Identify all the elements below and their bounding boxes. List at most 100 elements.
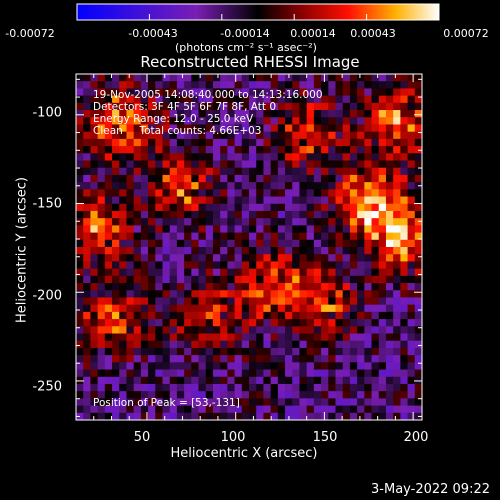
heatmap-cell	[212, 362, 221, 370]
heatmap-cell	[249, 203, 257, 212]
heatmap-cell	[306, 275, 315, 284]
heatmap-cell	[414, 261, 423, 270]
heatmap-cell	[83, 290, 91, 298]
heatmap-cell	[83, 95, 91, 104]
heatmap-cell	[104, 117, 113, 125]
heatmap-cell	[133, 333, 142, 342]
heatmap-cell	[133, 182, 142, 190]
heatmap-cell	[76, 319, 84, 327]
heatmap-cell	[76, 81, 84, 89]
heatmap-cell	[277, 376, 286, 385]
heatmap-cell	[97, 398, 106, 406]
heatmap-cell	[83, 117, 91, 125]
heatmap-cell	[119, 391, 127, 399]
heatmap-cell	[371, 340, 380, 349]
heatmap-cell	[385, 210, 394, 219]
heatmap-cell	[342, 131, 351, 140]
heatmap-cell	[90, 124, 99, 133]
heatmap-cell	[270, 196, 279, 205]
heatmap-cell	[364, 247, 372, 255]
heatmap-cell	[299, 117, 308, 125]
heatmap-cell	[313, 95, 322, 104]
heatmap-cell	[357, 110, 365, 118]
heatmap-cell	[119, 398, 127, 406]
heatmap-cell	[140, 167, 149, 176]
heatmap-cell	[76, 268, 84, 277]
heatmap-cell	[263, 81, 272, 89]
heatmap-cell	[277, 131, 286, 140]
colorbar-tick-label: -0.00043	[128, 27, 178, 40]
heatmap-cell	[133, 304, 142, 313]
heatmap-cell	[176, 196, 185, 205]
heatmap-cell	[220, 261, 228, 270]
heatmap-cell	[313, 326, 322, 334]
heatmap-cell	[400, 376, 408, 385]
heatmap-cell	[133, 268, 142, 277]
heatmap-cell	[328, 254, 336, 262]
heatmap-cell	[256, 153, 264, 161]
heatmap-cell	[169, 247, 178, 255]
heatmap-cell	[76, 297, 84, 306]
heatmap-cell	[90, 369, 99, 378]
heatmap-cell	[321, 398, 329, 406]
heatmap-cell	[277, 160, 286, 169]
heatmap-cell	[227, 167, 235, 176]
heatmap-cell	[407, 297, 416, 306]
heatmap-cell	[126, 391, 135, 399]
heatmap-cell	[364, 391, 372, 399]
heatmap-cell	[407, 311, 416, 320]
heatmap-cell	[198, 74, 207, 82]
heatmap-cell	[378, 182, 387, 190]
y-tick-label: -250	[32, 379, 62, 395]
heatmap-cell	[342, 376, 351, 385]
heatmap-cell	[234, 412, 243, 421]
heatmap-cell	[220, 117, 228, 125]
heatmap-cell	[198, 160, 207, 169]
heatmap-cell	[285, 275, 293, 284]
heatmap-cell	[104, 311, 113, 320]
heatmap-cell	[227, 81, 235, 89]
heatmap-cell	[169, 340, 178, 349]
heatmap-cell	[220, 138, 228, 147]
heatmap-cell	[90, 110, 99, 118]
heatmap-cell	[378, 268, 387, 277]
heatmap-cell	[205, 376, 214, 385]
heatmap-cell	[400, 275, 408, 284]
heatmap-cell	[90, 254, 99, 262]
heatmap-cell	[256, 189, 264, 197]
annotation-energy-range: Energy Range: 12.0 - 25.0 keV	[93, 113, 254, 125]
heatmap-cell	[263, 247, 272, 255]
heatmap-cell	[241, 124, 250, 133]
heatmap-cell	[357, 355, 365, 363]
heatmap-cell	[234, 81, 243, 89]
heatmap-cell	[299, 254, 308, 262]
heatmap-cell	[212, 95, 221, 104]
heatmap-cell	[385, 362, 394, 370]
heatmap-cell	[306, 376, 315, 385]
heatmap-cell	[119, 124, 127, 133]
heatmap-cell	[191, 355, 199, 363]
heatmap-cell	[191, 391, 199, 399]
heatmap-cell	[249, 146, 257, 154]
heatmap-cell	[349, 391, 358, 399]
heatmap-cell	[385, 340, 394, 349]
heatmap-cell	[285, 391, 293, 399]
heatmap-cell	[227, 225, 235, 233]
heatmap-cell	[112, 117, 120, 125]
heatmap-cell	[270, 218, 279, 226]
heatmap-cell	[83, 311, 91, 320]
heatmap-cell	[378, 412, 387, 421]
annotation-time-range: 19-Nov-2005 14:08:40.000 to 14:13:16.000	[93, 89, 323, 101]
heatmap-cell	[148, 340, 156, 349]
y-tick-label: -200	[32, 288, 62, 304]
heatmap-cell	[299, 347, 308, 356]
heatmap-cell	[364, 95, 372, 104]
heatmap-cell	[227, 319, 235, 327]
heatmap-cell	[270, 153, 279, 161]
heatmap-cell	[198, 88, 207, 97]
heatmap-cell	[321, 196, 329, 205]
heatmap-cell	[97, 268, 106, 277]
heatmap-cell	[104, 225, 113, 233]
heatmap-cell	[169, 189, 178, 197]
heatmap-cell	[263, 102, 272, 111]
